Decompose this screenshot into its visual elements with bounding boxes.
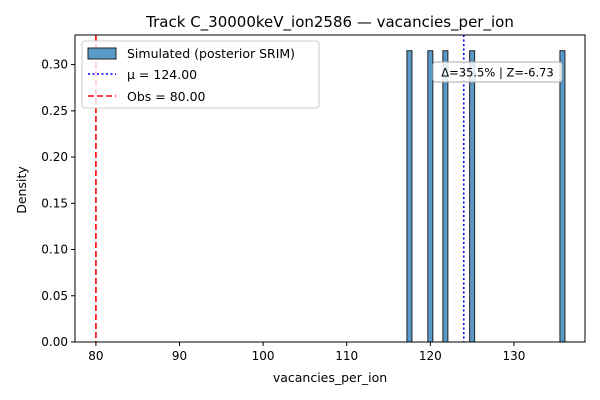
y-tick-label: 0.25 bbox=[41, 104, 68, 118]
x-tick-label: 130 bbox=[502, 349, 525, 363]
histogram-bar bbox=[406, 50, 413, 343]
x-axis-ticks: 80 90 100 110 120 130 bbox=[88, 342, 525, 363]
legend-label-mu: μ = 124.00 bbox=[127, 67, 197, 82]
x-axis-label: vacancies_per_ion bbox=[273, 370, 387, 385]
y-tick-label: 0.20 bbox=[41, 150, 68, 164]
histogram-bar bbox=[427, 50, 434, 343]
y-tick-label: 0.30 bbox=[41, 58, 68, 72]
legend-swatch-simulated bbox=[87, 47, 117, 60]
legend-frame bbox=[81, 40, 320, 109]
legend-label-obs: Obs = 80.00 bbox=[127, 89, 206, 104]
histogram-bar bbox=[559, 50, 566, 343]
y-tick-label: 0.00 bbox=[41, 335, 68, 349]
y-axis-label: Density bbox=[14, 166, 29, 214]
legend: Simulated (posterior SRIM) μ = 124.00 Ob… bbox=[81, 40, 320, 109]
x-tick-label: 80 bbox=[88, 349, 103, 363]
y-tick-label: 0.05 bbox=[41, 289, 68, 303]
stats-annotation: Δ=35.5% | Z=-6.73 bbox=[432, 61, 563, 83]
reference-lines bbox=[95, 35, 465, 342]
axes-frame bbox=[74, 34, 586, 343]
histogram-bar bbox=[469, 50, 476, 343]
histogram-bar bbox=[442, 50, 449, 343]
x-tick-label: 120 bbox=[419, 349, 442, 363]
x-tick-label: 90 bbox=[172, 349, 187, 363]
stats-annotation-text: Δ=35.5% | Z=-6.73 bbox=[441, 66, 554, 80]
stats-annotation-box bbox=[432, 61, 563, 83]
y-tick-label: 0.15 bbox=[41, 196, 68, 210]
legend-label-simulated: Simulated (posterior SRIM) bbox=[127, 46, 295, 61]
y-axis-ticks: 0.00 0.05 0.10 0.15 0.20 0.25 0.30 bbox=[41, 58, 75, 349]
y-tick-label: 0.10 bbox=[41, 243, 68, 257]
x-tick-label: 100 bbox=[252, 349, 275, 363]
chart-title: Track C_30000keV_ion2586 — vacancies_per… bbox=[145, 13, 514, 32]
x-tick-label: 110 bbox=[335, 349, 358, 363]
